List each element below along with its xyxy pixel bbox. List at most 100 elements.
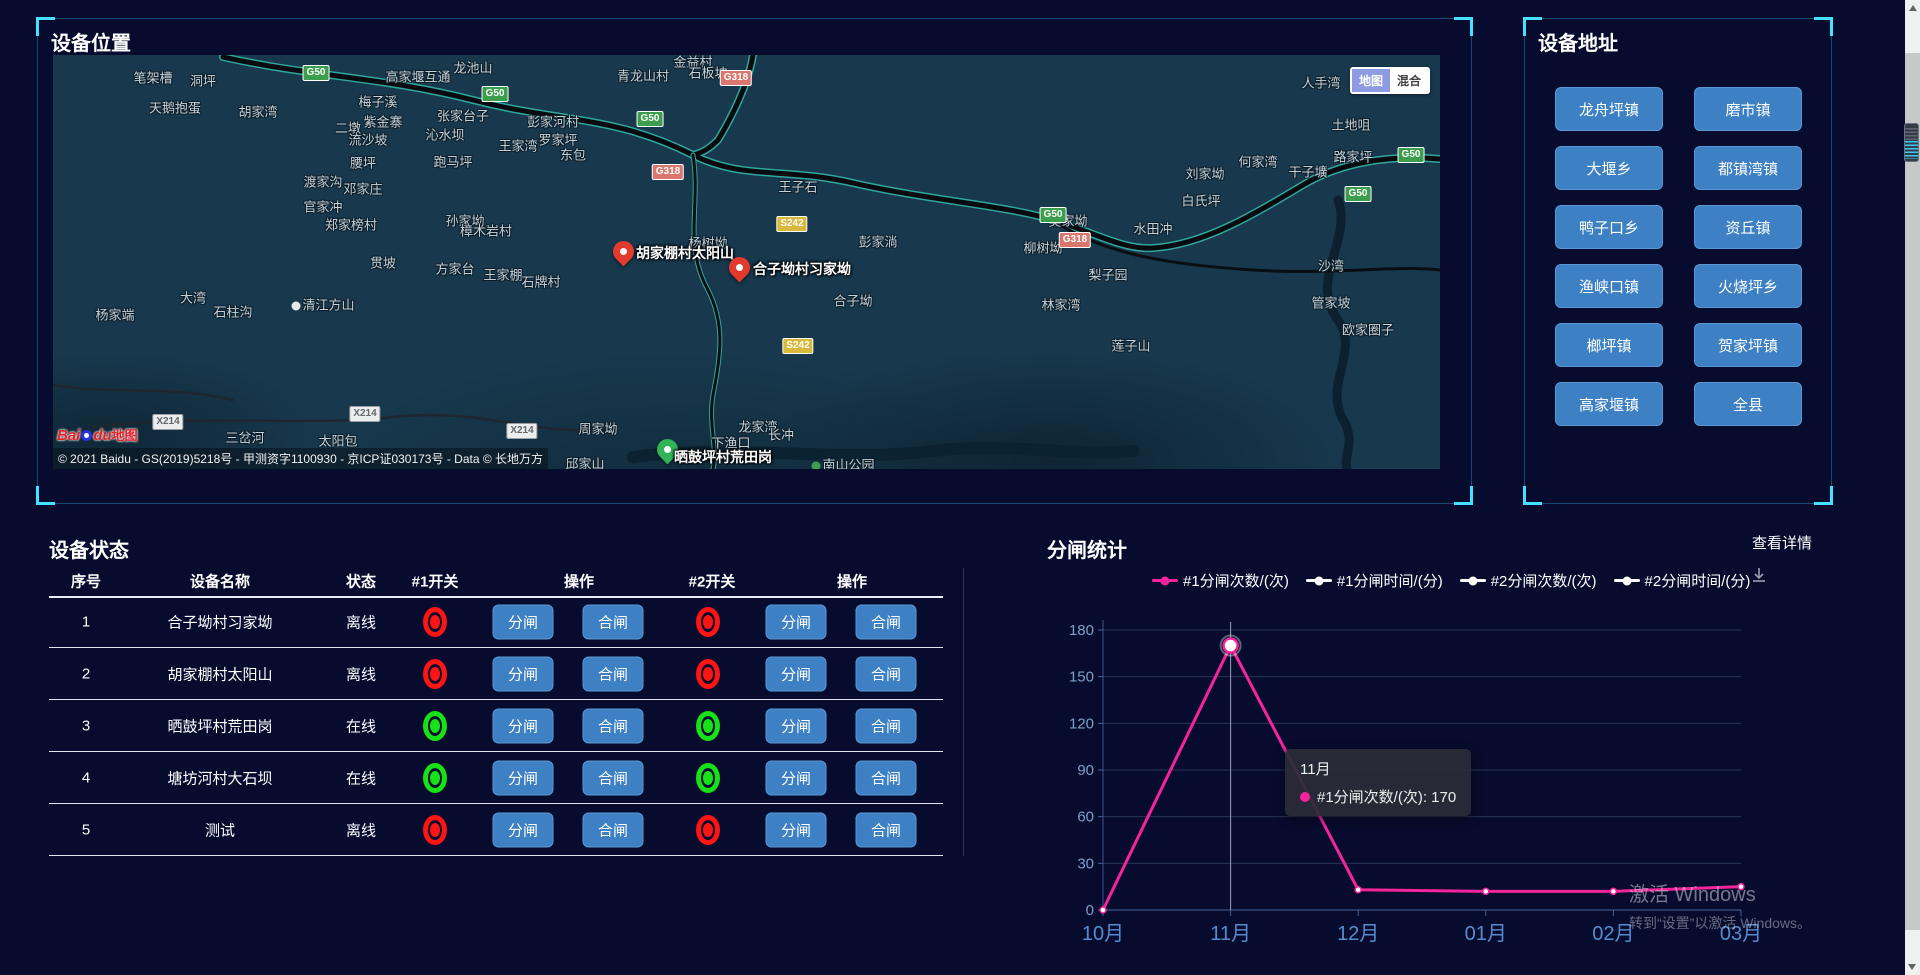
page-scrollbar[interactable]	[1905, 0, 1920, 975]
map-type-map-button[interactable]: 地图	[1351, 69, 1390, 92]
map-type-hybrid-button[interactable]: 混合	[1389, 69, 1428, 92]
address-button-榔坪镇[interactable]: 榔坪镇	[1555, 323, 1663, 367]
switch2-close-button[interactable]: 合闸	[855, 656, 917, 691]
map-label: 张家台子	[436, 108, 490, 124]
table-header-underline	[49, 596, 943, 598]
road-badge-x214: X214	[349, 406, 381, 422]
address-button-磨市镇[interactable]: 磨市镇	[1694, 87, 1802, 131]
device-status: 离线	[345, 666, 377, 683]
switch2-close-button[interactable]: 合闸	[855, 604, 917, 639]
legend-item[interactable]: #2分闸时间/(分)	[1613, 570, 1750, 591]
row-index: 5	[81, 821, 91, 838]
address-button-全县[interactable]: 全县	[1694, 382, 1802, 426]
map-label: 管家坡	[1311, 295, 1351, 311]
switch1-close-button[interactable]: 合闸	[582, 760, 644, 795]
switch1-indicator	[423, 814, 447, 845]
tooltip-title: 11月	[1300, 761, 1331, 778]
switch1-close-button[interactable]: 合闸	[582, 708, 644, 743]
switch1-close-button[interactable]: 合闸	[582, 604, 644, 639]
switch2-open-button[interactable]: 分闸	[765, 708, 827, 743]
device-status: 在线	[345, 718, 377, 735]
device-status: 离线	[345, 822, 377, 839]
scrollbar-down-arrow[interactable]	[1908, 964, 1916, 970]
map-pin-label: 晒鼓坪村荒田岗	[674, 449, 772, 465]
switch1-open-button[interactable]: 分闸	[492, 760, 554, 795]
map-label: 杨家端	[95, 307, 135, 323]
scrollbar-up-arrow[interactable]	[1908, 5, 1917, 11]
switch2-open-button[interactable]: 分闸	[765, 760, 827, 795]
map-label: 何家湾	[1238, 154, 1278, 170]
address-button-高家堰镇[interactable]: 高家堰镇	[1555, 382, 1663, 426]
svg-text:03月: 03月	[1720, 923, 1762, 945]
device-name: 合子坳村习家坳	[167, 614, 273, 631]
map-label: 人手湾	[1301, 75, 1341, 91]
corner-decoration	[1523, 486, 1542, 505]
device-table-header: 序号 设备名称 状态 #1开关 操作 #2开关 操作	[49, 565, 943, 596]
switch1-open-button[interactable]: 分闸	[492, 604, 554, 639]
map-label: 邓家庄	[343, 181, 383, 197]
chart-legend: #1分闸次数/(次) #1分闸时间/(分) #2分闸次数/(次) #2分闸时间/(分)	[1152, 570, 1750, 591]
switch1-open-button[interactable]: 分闸	[492, 812, 554, 847]
address-button-资丘镇[interactable]: 资丘镇	[1694, 205, 1802, 249]
legend-item[interactable]: #2分闸次数/(次)	[1459, 570, 1597, 591]
road-badge-g50: G50	[1039, 207, 1067, 223]
map-label: 二墩	[334, 120, 362, 136]
switch1-open-button[interactable]: 分闸	[492, 708, 554, 743]
map-label: 白氏坪	[1181, 193, 1221, 209]
road-badge-s242: S242	[776, 216, 808, 232]
address-button-火烧坪乡[interactable]: 火烧坪乡	[1694, 264, 1802, 308]
baidu-map[interactable]: 笔架槽 洞坪 高家堰互通 龙池山 天鹅抱蛋 胡家湾 梅子溪 紫金寨 二墩 流沙坡 沁水坝 王家湾 罗家坪…	[53, 55, 1440, 469]
map-label: 合子坳	[833, 293, 873, 309]
address-button-渔峡口镇[interactable]: 渔峡口镇	[1555, 264, 1663, 308]
road-badge-g50: G50	[636, 111, 664, 127]
map-type-control: 地图 混合	[1349, 67, 1430, 94]
switch2-indicator	[696, 710, 720, 741]
map-label: 干子壙	[1288, 164, 1328, 180]
switch2-close-button[interactable]: 合闸	[855, 708, 917, 743]
switch1-close-button[interactable]: 合闸	[582, 812, 644, 847]
map-label: 郑家榜村	[324, 217, 378, 233]
switch2-indicator	[696, 606, 720, 637]
map-label: 莲子山	[1111, 338, 1151, 354]
map-label: 东包	[559, 147, 587, 163]
legend-item[interactable]: #1分闸次数/(次)	[1152, 570, 1289, 591]
map-label: 石牌村	[521, 274, 561, 290]
legend-item[interactable]: #1分闸时间/(分)	[1305, 570, 1443, 591]
row-index: 3	[81, 717, 91, 734]
map-label: 官家冲	[303, 199, 343, 215]
park-poi-icon	[811, 461, 821, 469]
corner-decoration	[36, 486, 55, 505]
device-status-title: 设备状态	[49, 540, 129, 562]
switch2-open-button[interactable]: 分闸	[765, 812, 827, 847]
address-button-鸭子口乡[interactable]: 鸭子口乡	[1555, 205, 1663, 249]
view-details-link[interactable]: 查看详情	[1751, 535, 1812, 552]
scrollbar-thumb[interactable]	[1905, 53, 1920, 930]
address-button-grid: 龙舟坪镇 磨市镇 大堰乡 都镇湾镇 鸭子口乡 资丘镇 渔峡口镇 火烧坪乡 榔坪镇 贺家坪镇 高家堰镇…	[1555, 87, 1802, 426]
address-button-都镇湾镇[interactable]: 都镇湾镇	[1694, 146, 1802, 190]
address-button-龙舟坪镇[interactable]: 龙舟坪镇	[1555, 87, 1663, 131]
road-badge-x214: X214	[506, 423, 538, 439]
switch2-close-button[interactable]: 合闸	[855, 812, 917, 847]
address-button-贺家坪镇[interactable]: 贺家坪镇	[1694, 323, 1802, 367]
map-label: 邱家山	[565, 456, 605, 470]
switch1-open-button[interactable]: 分闸	[492, 656, 554, 691]
tooltip-series-dot	[1300, 791, 1310, 802]
map-label: 梅子溪	[358, 94, 398, 110]
windows-activation-watermark: 激活 Windows 转到“设置”以激活 Windows。	[1629, 884, 1812, 931]
map-label: 石柱沟	[213, 304, 253, 320]
device-name: 晒鼓坪村荒田岗	[167, 718, 273, 735]
switch2-close-button[interactable]: 合闸	[855, 760, 917, 795]
switch2-open-button[interactable]: 分闸	[765, 604, 827, 639]
map-pin-label: 合子坳村习家坳	[753, 261, 851, 277]
switch1-close-button[interactable]: 合闸	[582, 656, 644, 691]
legend-marker	[1459, 576, 1486, 585]
road-badge-g318: G318	[651, 164, 685, 180]
download-icon[interactable]	[1750, 566, 1768, 584]
chart-tooltip: 11月 #1分闸次数/(次): 170	[1285, 749, 1472, 816]
map-label: 洞坪	[189, 73, 217, 89]
map-label: 笔架槽	[133, 70, 173, 86]
switch2-open-button[interactable]: 分闸	[765, 656, 827, 691]
address-button-大堰乡[interactable]: 大堰乡	[1555, 146, 1663, 190]
table-header-cell: #2开关	[688, 573, 736, 590]
scrollbar-widget[interactable]	[1904, 123, 1919, 162]
